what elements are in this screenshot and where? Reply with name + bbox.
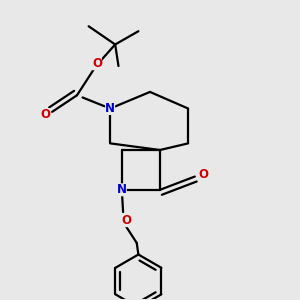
Text: O: O xyxy=(121,214,131,227)
Text: O: O xyxy=(198,168,208,182)
Text: O: O xyxy=(92,57,102,70)
Text: N: N xyxy=(117,183,127,196)
Text: O: O xyxy=(40,108,50,121)
Text: N: N xyxy=(105,102,115,115)
